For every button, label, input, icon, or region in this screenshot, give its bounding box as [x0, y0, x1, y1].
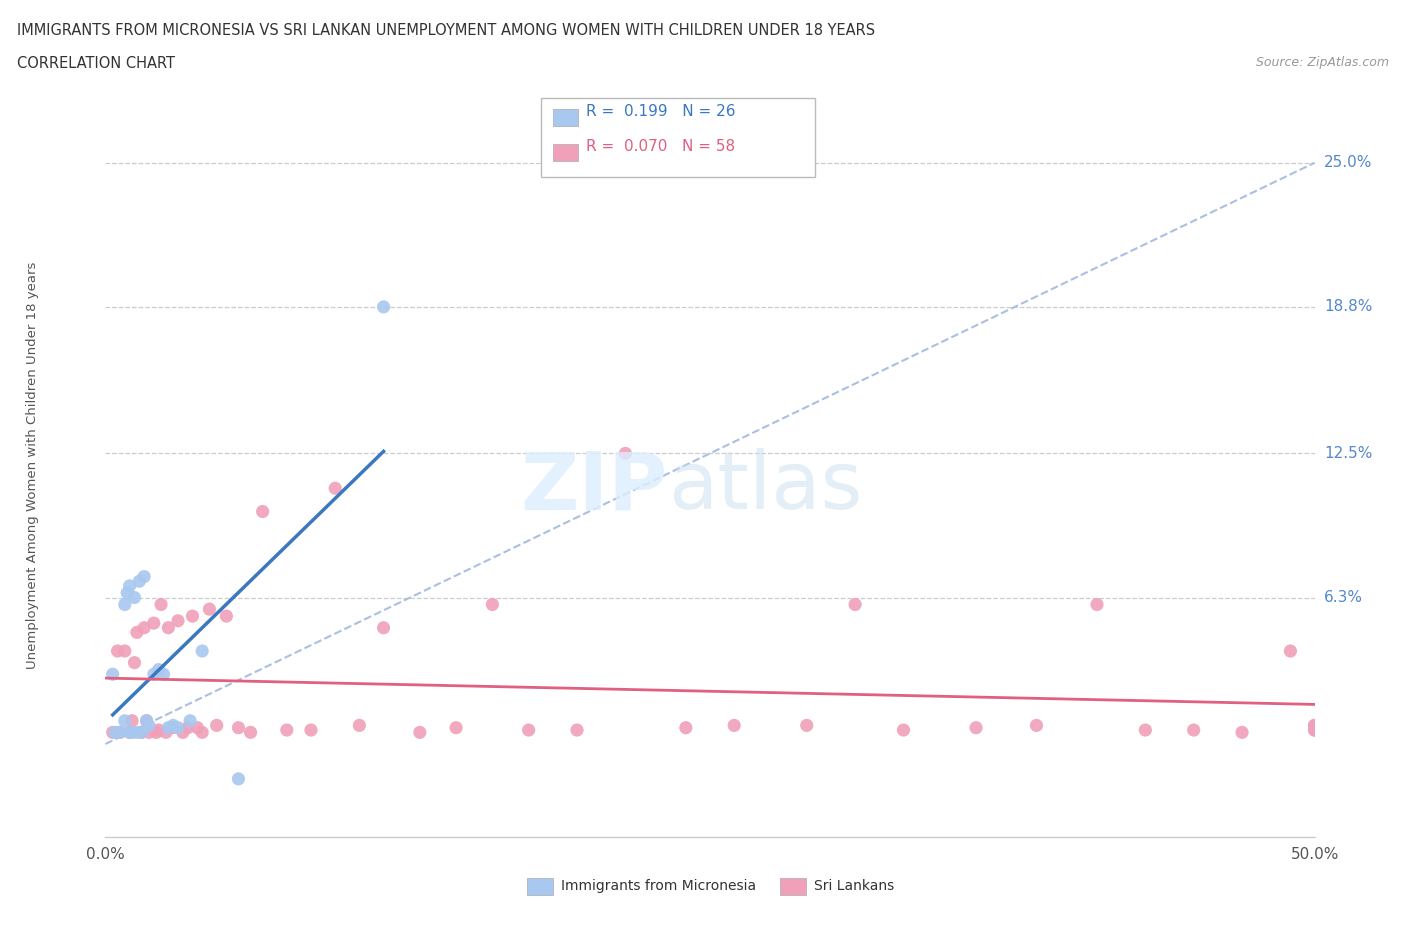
Point	[723, 718, 745, 733]
Point	[128, 574, 150, 589]
Point	[179, 713, 201, 728]
Point	[150, 597, 173, 612]
Point	[145, 725, 167, 740]
Point	[167, 720, 190, 735]
Point	[1303, 723, 1326, 737]
Point	[444, 720, 467, 735]
Text: ZIP: ZIP	[520, 448, 668, 526]
Point	[1303, 718, 1326, 733]
Point	[176, 720, 198, 735]
Text: R =  0.199   N = 26: R = 0.199 N = 26	[586, 104, 735, 119]
Point	[172, 725, 194, 740]
Point	[614, 445, 637, 460]
Point	[181, 609, 204, 624]
Text: 18.8%: 18.8%	[1324, 299, 1372, 314]
Text: 6.3%: 6.3%	[1324, 590, 1364, 605]
Point	[299, 723, 322, 737]
Point	[675, 720, 697, 735]
Text: IMMIGRANTS FROM MICRONESIA VS SRI LANKAN UNEMPLOYMENT AMONG WOMEN WITH CHILDREN : IMMIGRANTS FROM MICRONESIA VS SRI LANKAN…	[17, 23, 875, 38]
Point	[125, 725, 148, 740]
Point	[131, 725, 153, 740]
Point	[125, 625, 148, 640]
Point	[349, 718, 371, 733]
Point	[101, 667, 124, 682]
Point	[409, 725, 432, 740]
Point	[373, 620, 395, 635]
Point	[108, 725, 131, 740]
Point	[118, 578, 141, 593]
Point	[135, 713, 157, 728]
Point	[118, 725, 141, 740]
Point	[114, 597, 136, 612]
Point	[124, 655, 146, 670]
Point	[148, 662, 170, 677]
Text: atlas: atlas	[668, 448, 862, 526]
Point	[135, 713, 157, 728]
Point	[121, 713, 143, 728]
Point	[152, 667, 174, 682]
Point	[323, 481, 346, 496]
Text: 12.5%: 12.5%	[1324, 445, 1372, 461]
Point	[142, 667, 165, 682]
Point	[844, 597, 866, 612]
Text: Unemployment Among Women with Children Under 18 years: Unemployment Among Women with Children U…	[27, 261, 39, 669]
Point	[965, 720, 987, 735]
Point	[276, 723, 298, 737]
Point	[205, 718, 228, 733]
Text: 25.0%: 25.0%	[1324, 155, 1372, 170]
Point	[157, 620, 180, 635]
Point	[148, 723, 170, 737]
Point	[1182, 723, 1205, 737]
Point	[108, 725, 131, 740]
Point	[115, 586, 138, 601]
Point	[121, 725, 143, 740]
Point	[124, 591, 146, 605]
Point	[131, 725, 153, 740]
Point	[565, 723, 588, 737]
Point	[162, 720, 184, 735]
Point	[239, 725, 262, 740]
Point	[107, 644, 129, 658]
Text: Source: ZipAtlas.com: Source: ZipAtlas.com	[1256, 56, 1389, 69]
Point	[138, 725, 160, 740]
Text: Sri Lankans: Sri Lankans	[814, 879, 894, 894]
Point	[1279, 644, 1302, 658]
Point	[1303, 718, 1326, 733]
Point	[114, 644, 136, 658]
Point	[155, 725, 177, 740]
Point	[134, 569, 156, 584]
Point	[142, 616, 165, 631]
Point	[118, 725, 141, 740]
Point	[104, 725, 127, 740]
Point	[1230, 725, 1253, 740]
Point	[215, 609, 238, 624]
Point	[1303, 723, 1326, 737]
Point	[1025, 718, 1047, 733]
Text: R =  0.070   N = 58: R = 0.070 N = 58	[586, 140, 735, 154]
Point	[114, 713, 136, 728]
Point	[796, 718, 818, 733]
Point	[228, 720, 250, 735]
Point	[481, 597, 503, 612]
Point	[162, 718, 184, 733]
Text: CORRELATION CHART: CORRELATION CHART	[17, 56, 174, 71]
Point	[101, 725, 124, 740]
Point	[191, 644, 214, 658]
Point	[517, 723, 540, 737]
Point	[138, 718, 160, 733]
Point	[191, 725, 214, 740]
Point	[167, 614, 190, 629]
Point	[252, 504, 274, 519]
Point	[198, 602, 221, 617]
Point	[893, 723, 915, 737]
Point	[1135, 723, 1157, 737]
Text: Immigrants from Micronesia: Immigrants from Micronesia	[561, 879, 756, 894]
Point	[157, 720, 180, 735]
Point	[1085, 597, 1108, 612]
Point	[134, 620, 156, 635]
Point	[228, 772, 250, 787]
Point	[373, 299, 395, 314]
Point	[186, 720, 208, 735]
